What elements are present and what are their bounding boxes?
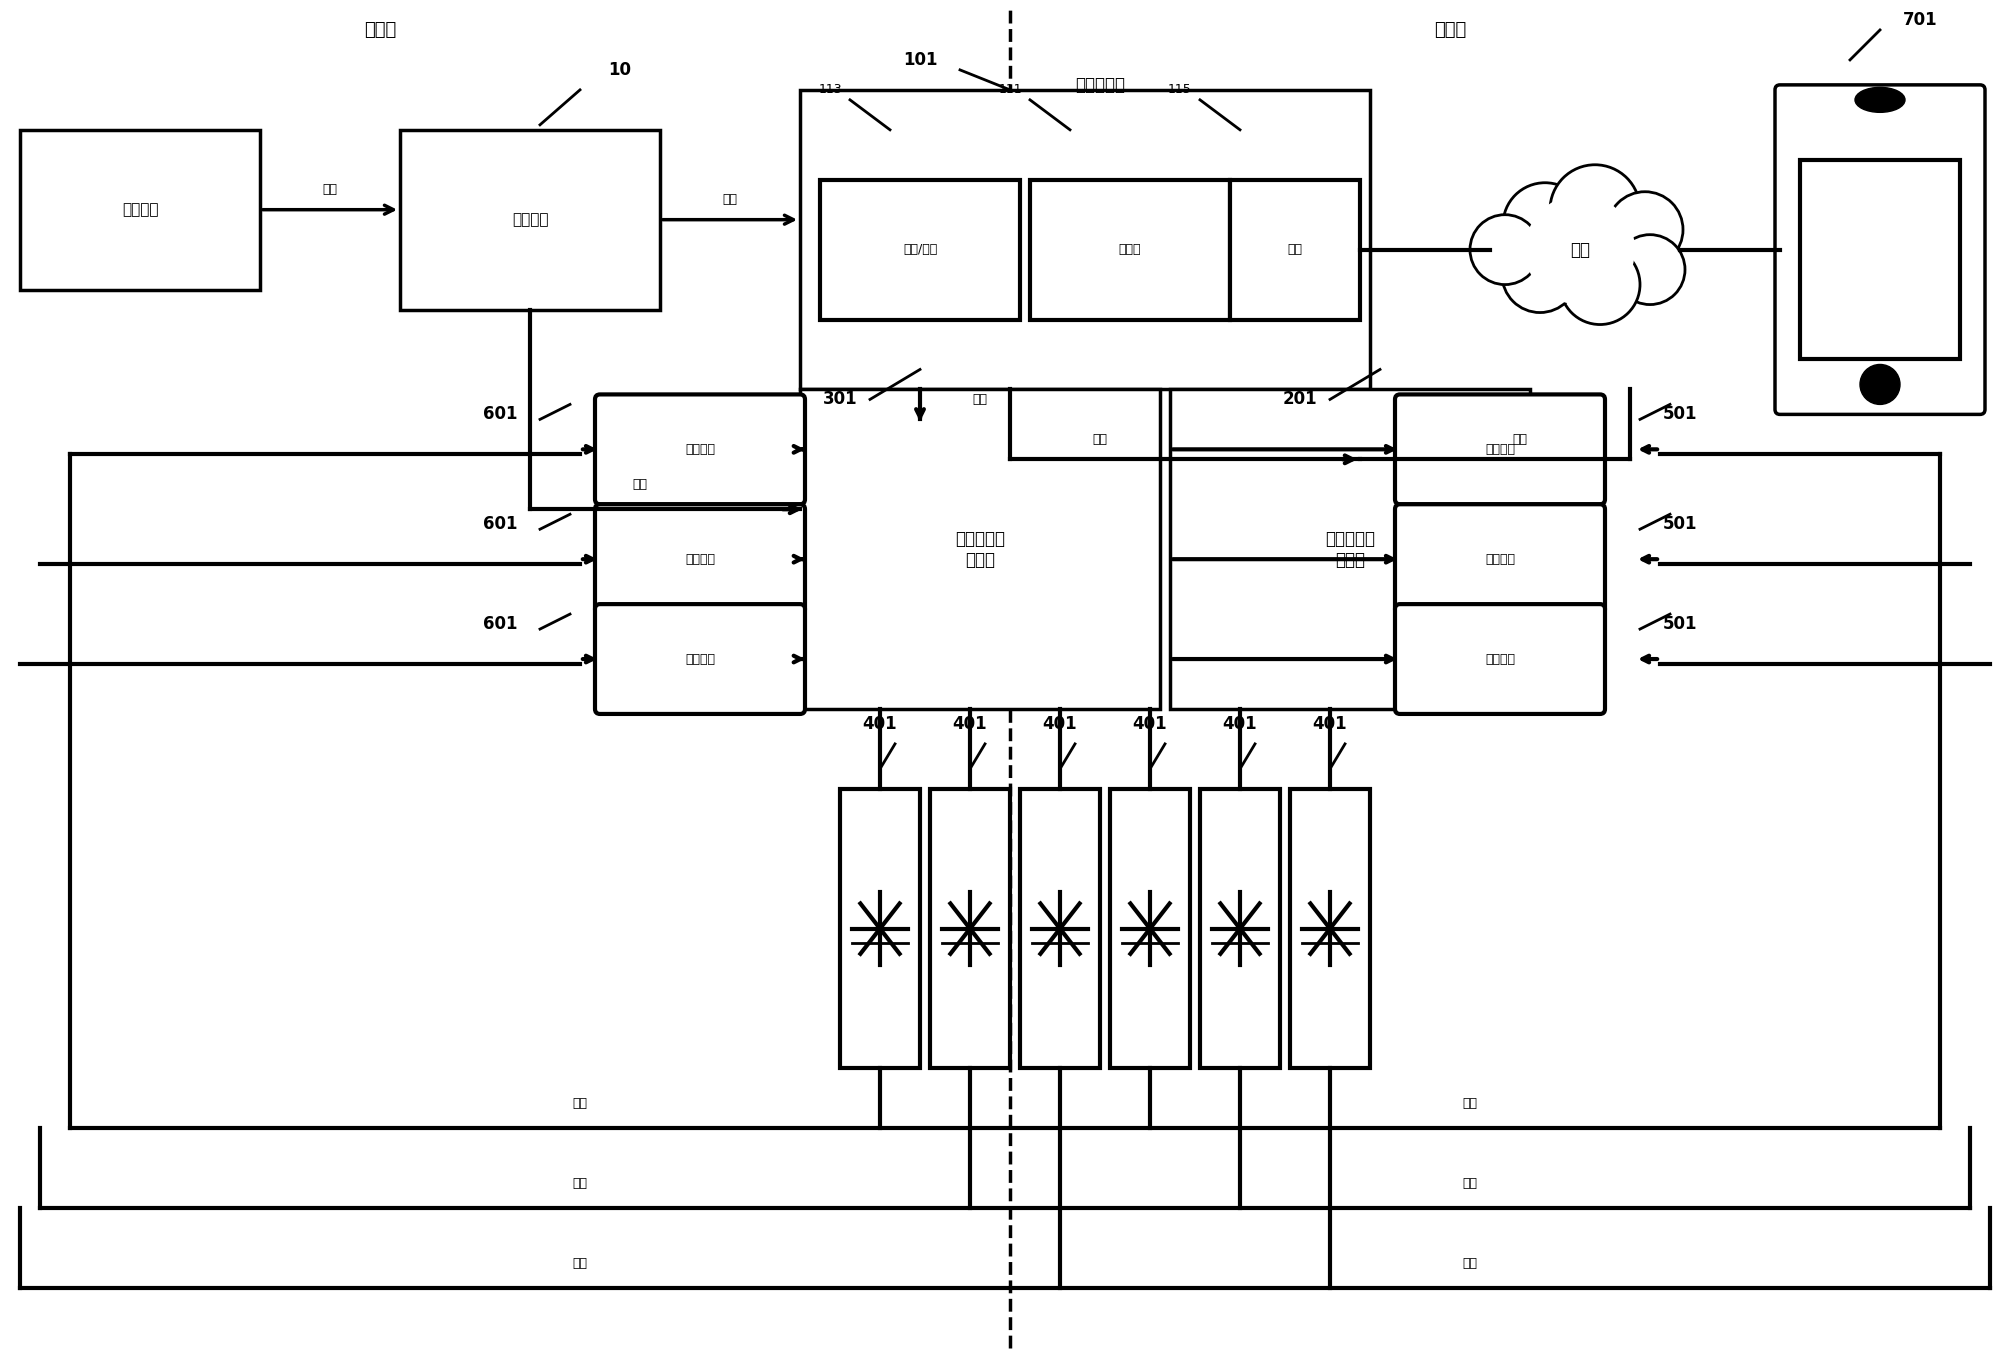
Bar [931,789,1009,1068]
Text: 网络: 网络 [1570,241,1590,259]
Bar [840,789,921,1068]
FancyBboxPatch shape [595,394,804,505]
Text: 直流: 直流 [1093,432,1108,446]
Text: 主断路器: 主断路器 [513,212,549,227]
Text: 计算机: 计算机 [1120,244,1142,256]
Bar [1230,179,1361,320]
Circle shape [1503,183,1588,267]
Bar [1290,789,1371,1068]
Text: 中央控制器: 中央控制器 [1075,75,1126,94]
Text: 401: 401 [953,715,987,733]
Text: 直流插座: 直流插座 [1485,553,1516,566]
Bar [820,179,1019,320]
Circle shape [1469,215,1540,285]
Text: 关联: 关联 [573,1176,587,1190]
Text: 113: 113 [818,83,842,96]
Text: 关联: 关联 [1463,1176,1477,1190]
Text: 401: 401 [1313,715,1347,733]
Bar [800,90,1371,390]
Text: 直流轨: 直流轨 [1433,21,1465,38]
Text: 直流插座: 直流插座 [1485,653,1516,666]
Text: 401: 401 [862,715,896,733]
Bar [1801,160,1960,360]
Text: 直流插座: 直流插座 [1485,443,1516,456]
Text: 601: 601 [482,516,517,534]
Circle shape [1526,194,1634,305]
Bar [1029,179,1230,320]
Text: 关联: 关联 [573,1097,587,1109]
Text: 101: 101 [902,51,937,68]
Text: 关联: 关联 [573,1257,587,1270]
Bar [20,130,259,290]
Text: 交流: 交流 [722,193,738,207]
FancyBboxPatch shape [1395,505,1606,614]
Circle shape [1614,235,1684,305]
Text: 701: 701 [1903,11,1938,29]
Text: 交流轨: 交流轨 [364,21,396,38]
Text: 指令: 指令 [973,393,987,406]
Text: 市政电网: 市政电网 [123,202,159,218]
Text: 501: 501 [1662,616,1696,633]
Text: 关联: 关联 [1463,1257,1477,1270]
Text: 电池: 电池 [1288,244,1302,256]
Circle shape [1608,192,1682,268]
Circle shape [1501,237,1578,312]
Text: 401: 401 [1043,715,1077,733]
Text: 直流分布式
控制器: 直流分布式 控制器 [1325,529,1375,569]
Text: 601: 601 [482,405,517,423]
Bar [1019,789,1099,1068]
Text: 交流插座: 交流插座 [685,553,716,566]
Text: 交流: 交流 [633,477,647,491]
Bar [800,390,1160,709]
Text: 401: 401 [1134,715,1168,733]
Text: 501: 501 [1662,405,1696,423]
Circle shape [1859,364,1899,405]
Text: 601: 601 [482,616,517,633]
Text: 115: 115 [1168,83,1192,96]
Text: 301: 301 [822,390,858,409]
Text: 501: 501 [1662,516,1696,534]
Circle shape [1560,245,1640,324]
Text: 交流插座: 交流插座 [685,443,716,456]
FancyBboxPatch shape [595,605,804,714]
Bar [1110,789,1190,1068]
FancyBboxPatch shape [1775,85,1986,415]
Text: 10: 10 [609,62,631,79]
Text: 交流/直流: 交流/直流 [902,244,937,256]
Bar [1200,789,1280,1068]
Circle shape [1550,164,1640,254]
Text: 交流插座: 交流插座 [685,653,716,666]
Ellipse shape [1855,88,1905,112]
Text: 交流分布式
控制器: 交流分布式 控制器 [955,529,1005,569]
Text: 201: 201 [1282,390,1317,409]
Text: 关联: 关联 [1463,1097,1477,1109]
Bar [1170,390,1530,709]
FancyBboxPatch shape [1395,605,1606,714]
Text: 指令: 指令 [1512,432,1528,446]
Text: 交流: 交流 [322,183,338,196]
Bar [400,130,659,309]
Text: 111: 111 [999,83,1021,96]
FancyBboxPatch shape [595,505,804,614]
FancyBboxPatch shape [1395,394,1606,505]
Text: 401: 401 [1222,715,1258,733]
